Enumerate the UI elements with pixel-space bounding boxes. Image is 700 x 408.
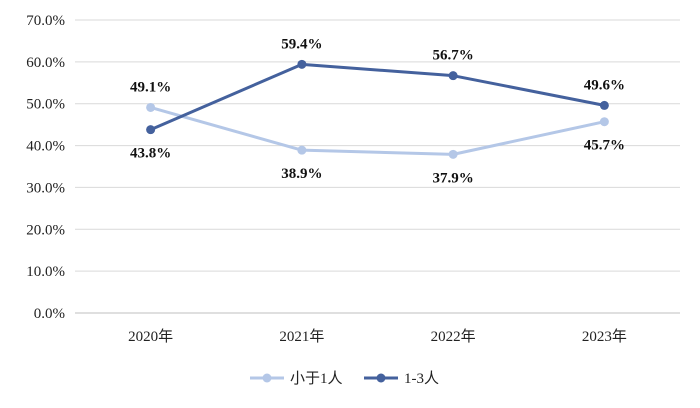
y-tick-label: 70.0% bbox=[26, 13, 65, 29]
y-tick-label: 60.0% bbox=[26, 55, 65, 71]
data-label: 49.1% bbox=[130, 79, 171, 95]
data-point bbox=[297, 145, 307, 155]
legend: 小于1人 1-3人 bbox=[250, 370, 439, 387]
series-line-1 bbox=[149, 105, 606, 156]
data-label: 38.9% bbox=[281, 166, 322, 182]
data-point bbox=[297, 59, 307, 69]
legend-swatch-marker bbox=[376, 373, 386, 383]
y-tick-label: 10.0% bbox=[26, 264, 65, 280]
y-tick-label: 40.0% bbox=[26, 139, 65, 155]
data-label: 59.4% bbox=[281, 36, 322, 52]
x-tick-label: 2023年 bbox=[582, 328, 627, 345]
data-label: 56.7% bbox=[433, 48, 474, 64]
x-tick-label: 2021年 bbox=[279, 328, 324, 345]
y-tick-label: 30.0% bbox=[26, 180, 65, 196]
y-tick-label: 0.0% bbox=[34, 306, 65, 322]
data-point bbox=[448, 149, 458, 159]
data-label: 45.7% bbox=[584, 138, 625, 154]
y-tick-label: 20.0% bbox=[26, 222, 65, 238]
data-point bbox=[599, 100, 609, 110]
y-axis-tick-labels: 0.0% 10.0% 20.0% 30.0% 40.0% 50.0% 60.0% 70.0% bbox=[26, 13, 65, 322]
series-line-2 bbox=[149, 62, 606, 132]
grid-lines bbox=[75, 19, 680, 314]
x-tick-label: 2022年 bbox=[431, 328, 476, 345]
data-point bbox=[146, 102, 156, 112]
x-tick-label: 2020年 bbox=[128, 328, 173, 345]
y-tick-label: 50.0% bbox=[26, 97, 65, 113]
data-label: 37.9% bbox=[433, 170, 474, 186]
data-label: 49.6% bbox=[584, 77, 625, 93]
x-axis-tick-labels: 2020年 2021年 2022年 2023年 bbox=[128, 328, 627, 345]
data-label: 43.8% bbox=[130, 146, 171, 162]
legend-swatch-marker bbox=[262, 373, 272, 383]
data-labels: 49.1% 43.8% 38.9% 59.4% 37.9% 56.7% 45.7% 49.6% bbox=[130, 36, 625, 186]
data-point bbox=[599, 117, 609, 127]
data-point bbox=[448, 71, 458, 81]
data-point bbox=[146, 125, 156, 135]
legend-label: 1-3人 bbox=[404, 370, 439, 387]
legend-label: 小于1人 bbox=[290, 370, 343, 387]
series-lines bbox=[146, 59, 609, 159]
